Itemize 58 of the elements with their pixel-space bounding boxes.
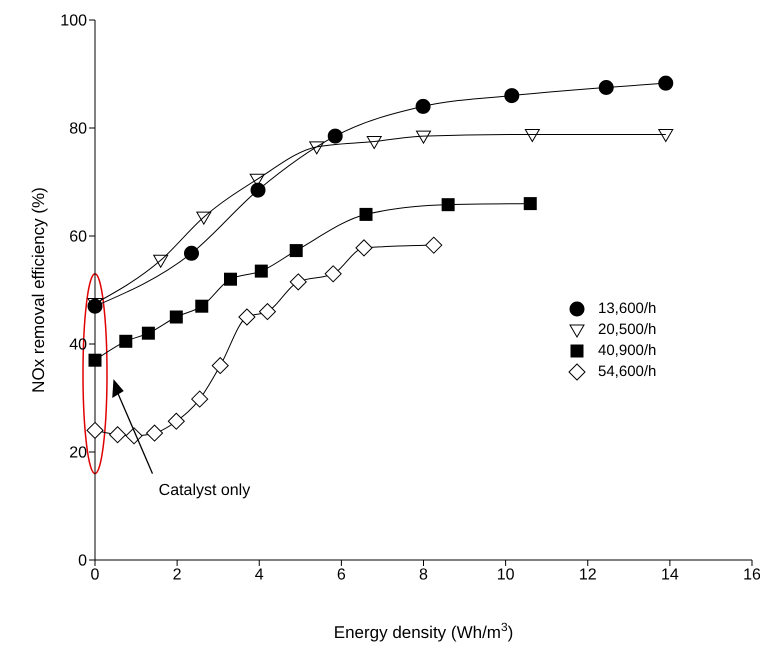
x-tick-label: 12 — [578, 566, 597, 584]
point — [184, 246, 199, 261]
point — [366, 136, 382, 149]
point — [328, 128, 343, 144]
point — [86, 422, 104, 439]
point — [658, 76, 674, 91]
point — [416, 130, 431, 144]
x-tick-label: 8 — [419, 566, 428, 584]
x-tick-label: 0 — [90, 566, 100, 584]
point — [360, 208, 373, 221]
point — [290, 273, 307, 290]
y-tick-label: 60 — [69, 228, 88, 246]
point — [168, 412, 185, 430]
y-tick-label: 100 — [60, 12, 88, 30]
point — [146, 424, 164, 442]
point — [212, 357, 229, 374]
x-tick-label: 10 — [496, 566, 515, 584]
point — [658, 128, 674, 142]
y-tick-label: 20 — [69, 444, 88, 462]
point — [119, 334, 132, 348]
point — [442, 198, 455, 212]
point — [254, 264, 268, 278]
point — [416, 98, 431, 114]
point — [88, 354, 102, 367]
point — [142, 326, 155, 340]
point — [195, 300, 208, 313]
point — [153, 254, 168, 268]
point — [309, 141, 324, 154]
point — [191, 390, 208, 408]
y-axis-title: NOx removal efficiency (%) — [29, 187, 48, 393]
y-tick-label: 80 — [69, 120, 88, 138]
y-tick-label: 0 — [78, 552, 88, 570]
point — [258, 303, 276, 320]
point — [524, 197, 537, 210]
point — [598, 80, 614, 95]
x-tick-label: 4 — [254, 566, 264, 584]
point — [238, 308, 256, 326]
point — [109, 426, 126, 444]
x-tick-label: 2 — [172, 566, 182, 584]
legend-label: 54,600/h — [598, 363, 656, 380]
legend-label: 40,900/h — [598, 342, 656, 359]
legend-label: 20,500/h — [598, 321, 656, 338]
x-tick-label: 16 — [743, 566, 761, 584]
x-tick-label: 6 — [336, 566, 346, 584]
legend-label: 13,600/h — [598, 300, 656, 317]
point — [504, 88, 520, 104]
point — [290, 244, 303, 258]
point — [355, 239, 372, 256]
x-axis-title: Energy density (Wh/m$^{3}$) — [334, 620, 514, 642]
point — [170, 310, 183, 324]
point — [224, 272, 238, 286]
point — [524, 128, 540, 142]
point — [324, 265, 342, 282]
annotation: Catalyst only — [158, 482, 250, 500]
point — [425, 236, 442, 254]
point — [196, 212, 212, 225]
point — [250, 182, 266, 198]
x-tick-label: 14 — [660, 566, 679, 584]
